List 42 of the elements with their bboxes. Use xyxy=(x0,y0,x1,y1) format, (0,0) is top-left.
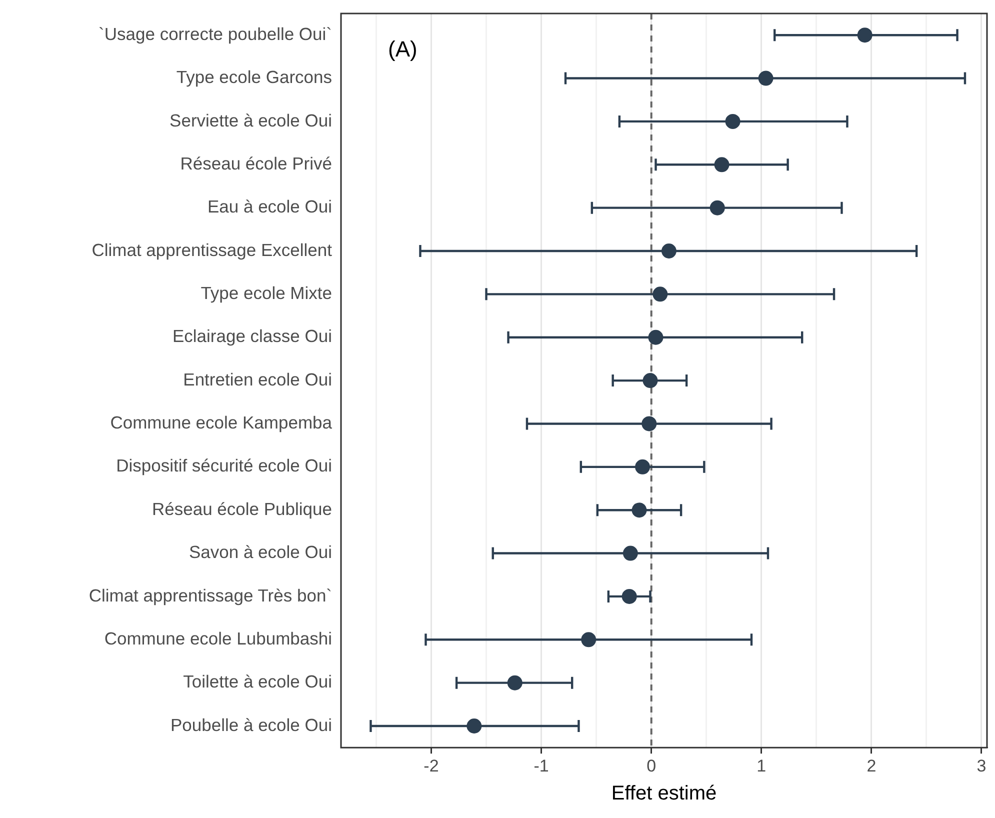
x-tick-label: 3 xyxy=(976,756,986,776)
point xyxy=(622,588,637,604)
y-tick-label: Type ecole Garcons xyxy=(176,67,332,88)
point xyxy=(648,330,664,345)
y-tick-label: Climat apprentissage Excellent xyxy=(92,240,332,260)
point xyxy=(652,286,668,302)
y-tick-label: Type ecole Mixte xyxy=(200,283,332,304)
y-tick-label: Commune ecole Lubumbashi xyxy=(104,628,332,648)
y-tick-label: Climat apprentissage Très bon` xyxy=(88,585,332,606)
point xyxy=(857,28,872,43)
x-axis-title: Effet estimé xyxy=(611,782,717,805)
y-tick-label: Commune ecole Kampemba xyxy=(110,412,332,433)
point xyxy=(710,200,725,216)
point xyxy=(622,546,638,561)
point xyxy=(725,114,740,129)
point xyxy=(642,373,658,388)
x-tick-label: -2 xyxy=(424,756,439,776)
x-tick-label: 1 xyxy=(756,756,766,776)
point xyxy=(714,157,730,172)
y-tick-label: Dispositif sécurité ecole Oui xyxy=(116,456,332,476)
y-tick-label: Réseau école Publique xyxy=(152,498,332,519)
point xyxy=(661,244,676,259)
y-tick-label: Poubelle à ecole Oui xyxy=(170,714,332,735)
y-tick-label: Eclairage classe Oui xyxy=(172,326,332,346)
y-tick-label: Savon à ecole Oui xyxy=(188,542,332,562)
y-tick-label: Eau à ecole Oui xyxy=(207,196,332,217)
x-tick-label: -1 xyxy=(534,756,549,776)
y-tick-label: `Usage correcte poubelle Oui` xyxy=(98,24,332,44)
annotation: (A) xyxy=(388,36,418,62)
point xyxy=(581,632,596,648)
point xyxy=(507,675,522,690)
point xyxy=(758,70,774,86)
y-tick-label: Toilette à ecole Oui xyxy=(183,672,332,692)
y-tick-label: Réseau école Privé xyxy=(180,153,332,174)
point xyxy=(635,459,650,474)
point xyxy=(466,718,482,734)
point xyxy=(642,416,657,432)
x-tick-label: 0 xyxy=(646,756,656,776)
y-tick-label: Entretien ecole Oui xyxy=(183,369,332,390)
y-tick-label: Serviette à ecole Oui xyxy=(170,110,332,130)
x-tick-label: 2 xyxy=(866,756,876,776)
point xyxy=(632,502,647,518)
